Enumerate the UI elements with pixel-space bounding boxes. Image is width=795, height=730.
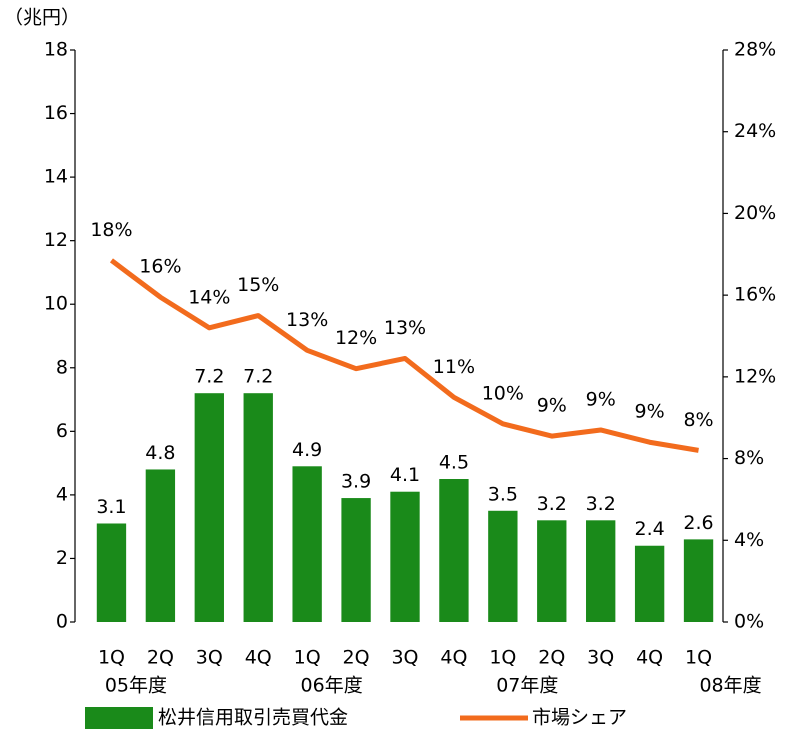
x-tick-label: 1Q bbox=[294, 647, 321, 669]
y-tick-label: 18 bbox=[44, 39, 68, 61]
bar-value-label: 7.2 bbox=[194, 366, 224, 388]
x-group-label: 07年度 bbox=[496, 675, 558, 697]
bar bbox=[292, 466, 322, 622]
bar-value-label: 3.2 bbox=[537, 493, 567, 515]
bar bbox=[145, 469, 176, 622]
y2-tick-label: 28% bbox=[734, 39, 776, 61]
bar-value-label: 3.9 bbox=[341, 471, 371, 493]
y-tick-label: 16 bbox=[44, 102, 68, 124]
bar bbox=[341, 498, 371, 622]
bar bbox=[243, 393, 273, 622]
bar-value-label: 4.5 bbox=[439, 452, 469, 474]
line-value-label: 14% bbox=[188, 286, 230, 308]
bar bbox=[194, 393, 224, 622]
x-tick-label: 4Q bbox=[440, 647, 467, 669]
line-value-label: 13% bbox=[286, 309, 328, 331]
line-value-label: 13% bbox=[384, 317, 426, 339]
bar-value-label: 7.2 bbox=[243, 366, 273, 388]
bar bbox=[537, 520, 567, 622]
x-tick-label: 1Q bbox=[489, 647, 516, 669]
y-tick-label: 6 bbox=[56, 420, 68, 442]
y-tick-label: 4 bbox=[56, 483, 68, 505]
bar bbox=[488, 510, 518, 622]
bar-value-label: 3.5 bbox=[488, 483, 518, 505]
bar-value-label: 2.6 bbox=[683, 512, 713, 534]
line-value-label: 15% bbox=[237, 274, 279, 296]
line-value-label: 12% bbox=[335, 327, 377, 349]
bar-value-label: 2.4 bbox=[635, 518, 665, 540]
x-tick-label: 2Q bbox=[147, 647, 174, 669]
legend-swatch bbox=[85, 707, 153, 729]
bar bbox=[634, 545, 665, 622]
line-value-label: 9% bbox=[537, 395, 567, 417]
bar-value-label: 3.1 bbox=[96, 496, 126, 518]
y2-tick-label: 4% bbox=[734, 529, 764, 551]
y-unit-label: （兆円） bbox=[4, 7, 80, 29]
y-tick-label: 12 bbox=[44, 229, 68, 251]
y2-tick-label: 16% bbox=[734, 284, 776, 306]
y-tick-label: 10 bbox=[44, 293, 68, 315]
line-value-label: 9% bbox=[635, 401, 665, 423]
bar-value-label: 4.9 bbox=[292, 439, 322, 461]
y-tick-label: 8 bbox=[56, 356, 68, 378]
line-value-label: 10% bbox=[482, 382, 524, 404]
y-tick-label: 0 bbox=[56, 611, 68, 633]
bar-value-label: 3.2 bbox=[586, 493, 616, 515]
x-tick-label: 1Q bbox=[98, 647, 125, 669]
bar bbox=[390, 491, 420, 622]
y2-tick-label: 8% bbox=[734, 447, 764, 469]
y-tick-label: 14 bbox=[44, 166, 68, 188]
line-value-label: 9% bbox=[586, 388, 616, 410]
bar bbox=[683, 539, 714, 622]
y2-tick-label: 0% bbox=[734, 611, 764, 633]
x-tick-label: 3Q bbox=[587, 647, 614, 669]
line-value-label: 8% bbox=[683, 409, 713, 431]
x-tick-label: 2Q bbox=[538, 647, 565, 669]
line-value-label: 16% bbox=[139, 256, 181, 278]
line bbox=[109, 258, 699, 453]
bar-value-label: 4.1 bbox=[390, 464, 420, 486]
legend-label: 市場シェア bbox=[532, 707, 627, 729]
line-value-label: 11% bbox=[433, 356, 475, 378]
x-group-label: 08年度 bbox=[699, 675, 761, 697]
x-group-label: 06年度 bbox=[301, 675, 363, 697]
x-tick-label: 3Q bbox=[196, 647, 223, 669]
bar bbox=[586, 520, 616, 622]
x-tick-label: 3Q bbox=[391, 647, 418, 669]
x-tick-label: 4Q bbox=[636, 647, 663, 669]
x-tick-label: 4Q bbox=[245, 647, 272, 669]
y2-tick-label: 12% bbox=[734, 365, 776, 387]
line-value-label: 18% bbox=[90, 219, 132, 241]
y2-tick-label: 20% bbox=[734, 202, 776, 224]
x-tick-label: 1Q bbox=[685, 647, 712, 669]
bar-value-label: 4.8 bbox=[145, 442, 175, 464]
y-tick-label: 2 bbox=[56, 547, 68, 569]
x-group-label: 05年度 bbox=[105, 675, 167, 697]
bar bbox=[439, 479, 469, 622]
y2-tick-label: 24% bbox=[734, 120, 776, 142]
legend-label: 松井信用取引売買代金 bbox=[158, 707, 348, 729]
x-tick-label: 2Q bbox=[343, 647, 370, 669]
bar bbox=[96, 523, 127, 622]
